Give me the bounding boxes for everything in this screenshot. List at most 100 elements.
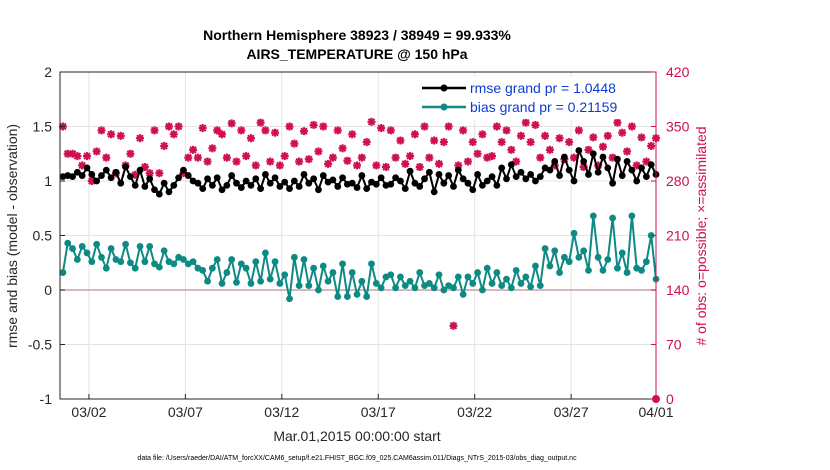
series-point (160, 247, 168, 255)
legend: rmse grand pr = 1.0448 bias grand pr = 0… (418, 77, 654, 119)
obs-point (348, 130, 357, 139)
series-point (122, 163, 129, 171)
series-point (237, 184, 245, 191)
obs-point (420, 122, 429, 131)
obs-point (598, 142, 607, 151)
series-point (522, 273, 530, 281)
obs-point (603, 131, 612, 140)
series-point (363, 293, 371, 300)
series-point (551, 157, 559, 165)
obs-point (251, 161, 260, 170)
series-point (102, 166, 110, 174)
series-point (117, 258, 125, 266)
obs-point (116, 131, 125, 140)
series-point (69, 173, 76, 181)
series-point (310, 175, 318, 183)
obs-point (198, 124, 207, 133)
series-point (78, 172, 86, 179)
series-point (638, 164, 645, 172)
obs-point (107, 130, 116, 139)
series-point (589, 212, 597, 220)
series-point (536, 282, 544, 290)
x-tick-label: 03/12 (264, 404, 299, 420)
series-point (633, 177, 641, 185)
series-point (199, 185, 207, 193)
series-point (247, 181, 255, 189)
series-point (628, 166, 636, 174)
legend-bias-label: bias grand pr = 0.21159 (470, 99, 617, 115)
obs-point (526, 138, 535, 147)
series-point (614, 155, 621, 163)
obs-point (473, 149, 482, 158)
obs-point (488, 152, 497, 161)
series-point (522, 175, 530, 183)
series-point (575, 253, 583, 261)
series-point (493, 181, 501, 189)
series-point (242, 264, 250, 272)
series-point (329, 176, 337, 184)
obs-point (367, 117, 376, 126)
obs-point (304, 155, 313, 164)
series-point (372, 280, 380, 287)
series-point (319, 172, 327, 179)
obs-point (555, 134, 564, 143)
series-point (271, 174, 279, 182)
series-point (281, 178, 289, 186)
series-point (310, 264, 318, 272)
series-point (180, 256, 187, 263)
series-point (474, 269, 481, 276)
obs-point (324, 159, 333, 168)
obs-point (218, 130, 227, 139)
series-point (512, 173, 520, 181)
series-point (213, 256, 221, 263)
obs-point (193, 153, 202, 162)
obs-point (232, 157, 241, 166)
obs-point (261, 126, 270, 135)
legend-bias-marker (440, 103, 448, 111)
series-point (570, 229, 578, 237)
x-tick-label: 03/02 (71, 404, 106, 420)
series-point (339, 174, 346, 182)
series-point (642, 173, 650, 181)
obs-point (97, 126, 106, 135)
obs-point (589, 133, 598, 142)
obs-point (174, 122, 183, 131)
series-point (319, 262, 327, 270)
series-point (136, 166, 144, 174)
series-point (503, 175, 510, 183)
series-point (73, 256, 81, 263)
obs-point (406, 152, 415, 161)
series-point (194, 179, 202, 187)
series-point (315, 186, 322, 194)
series-point (614, 264, 621, 272)
series-point (117, 179, 125, 187)
series-point (131, 181, 139, 189)
series-point (295, 183, 303, 190)
obs-point (164, 122, 173, 131)
series-point (599, 266, 607, 274)
y-tick-label: -1 (40, 391, 53, 407)
series-point (503, 275, 510, 283)
series-point (642, 258, 650, 266)
series-point (618, 172, 626, 179)
series-point (517, 168, 525, 176)
series-point (560, 153, 568, 161)
series-point (580, 157, 588, 165)
series-point (565, 258, 573, 266)
obs-point (425, 153, 434, 162)
series-point (73, 168, 81, 176)
series-point (498, 164, 506, 172)
series-point (329, 269, 337, 276)
series-point (300, 171, 308, 178)
series-point (628, 212, 636, 220)
series-point (237, 260, 245, 268)
y-right-tick-label: 140 (666, 282, 690, 298)
series-point (372, 180, 380, 188)
series-point (252, 175, 260, 183)
obs-point (102, 153, 111, 162)
series-point (618, 249, 626, 257)
series-point (112, 168, 120, 176)
obs-point (256, 118, 265, 127)
y-right-tick-label: 350 (666, 119, 690, 135)
chart-title-line2: AIRS_TEMPERATURE @ 150 hPa (246, 46, 467, 62)
